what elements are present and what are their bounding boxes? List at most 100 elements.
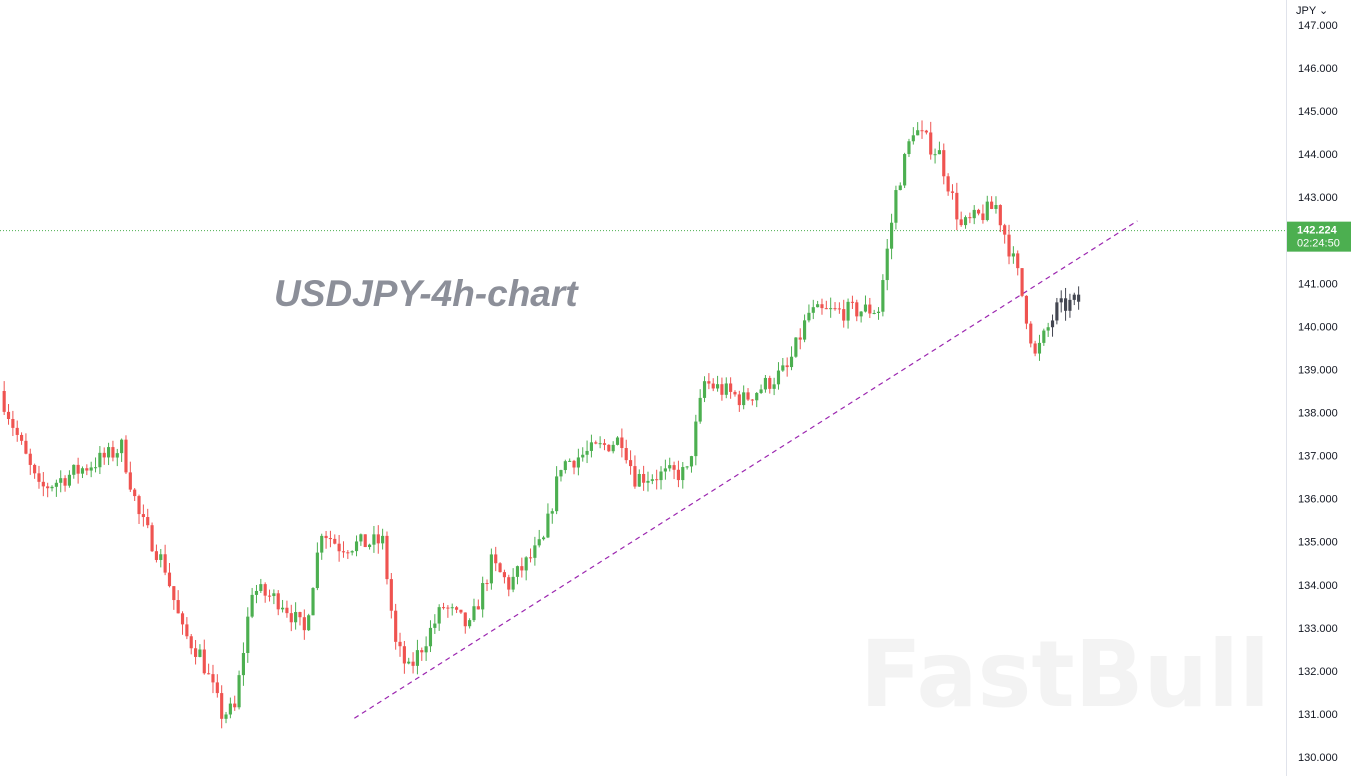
candle xyxy=(368,543,372,550)
y-tick-label: 139.000 xyxy=(1298,364,1338,376)
candle xyxy=(572,459,576,475)
candle xyxy=(76,457,80,484)
candle-body xyxy=(555,476,559,512)
candle-body xyxy=(498,563,502,573)
candle xyxy=(502,569,506,584)
candle xyxy=(372,525,376,553)
candle-body xyxy=(241,653,245,676)
candle-body xyxy=(411,661,415,666)
y-tick-label: 130.000 xyxy=(1298,752,1338,764)
candle-body xyxy=(968,217,972,219)
candle xyxy=(772,377,776,396)
candle-body xyxy=(267,595,272,597)
price-axis[interactable]: 147.000146.000145.000144.000143.000142.0… xyxy=(1286,0,1351,776)
candle xyxy=(842,299,846,328)
candle-body xyxy=(733,391,737,395)
candle-body xyxy=(476,606,480,610)
candle-body xyxy=(455,607,459,610)
candle xyxy=(107,442,111,466)
candle xyxy=(859,311,863,323)
candle-body xyxy=(85,468,89,471)
candle-body xyxy=(563,461,567,471)
candle xyxy=(863,295,868,313)
candle-body xyxy=(468,620,472,627)
candle xyxy=(689,455,694,473)
candle xyxy=(946,173,950,196)
candle-body xyxy=(124,439,128,473)
candle-body xyxy=(515,566,520,577)
candle xyxy=(559,469,563,482)
candle-body xyxy=(624,448,628,461)
y-tick-label: 146.000 xyxy=(1298,63,1338,75)
candle xyxy=(963,215,968,229)
y-tick-label: 133.000 xyxy=(1298,623,1338,635)
candle-body xyxy=(198,649,202,657)
candle-body xyxy=(1033,343,1037,354)
candle-body xyxy=(1029,323,1033,344)
candle xyxy=(711,378,715,392)
candle xyxy=(11,410,15,437)
candle xyxy=(611,441,615,454)
candle-body xyxy=(211,674,215,683)
candle-body xyxy=(837,308,841,310)
candle xyxy=(629,450,633,475)
candle xyxy=(759,384,763,395)
candle-body xyxy=(481,583,485,610)
candle xyxy=(402,640,406,674)
candle-body xyxy=(459,609,463,613)
candle-body xyxy=(707,381,711,384)
candle xyxy=(528,548,533,563)
candle xyxy=(176,590,180,614)
candle-body xyxy=(959,219,963,226)
candle xyxy=(59,470,63,493)
candle-body xyxy=(341,551,346,553)
candle xyxy=(341,541,346,558)
candle xyxy=(476,599,480,610)
candle-body xyxy=(750,399,754,401)
candle xyxy=(224,711,228,724)
y-tick-label: 137.000 xyxy=(1298,451,1338,463)
candle-body xyxy=(585,450,589,455)
candle-body xyxy=(985,201,989,221)
candle xyxy=(816,300,820,308)
candle-body xyxy=(150,525,154,552)
candle xyxy=(124,435,128,475)
candle xyxy=(676,460,680,488)
candle-body xyxy=(254,590,259,595)
currency-selector[interactable]: JPY ⌄ xyxy=(1296,4,1328,17)
candle-body xyxy=(720,384,724,395)
candle-body xyxy=(615,437,620,445)
candle xyxy=(98,446,102,475)
candle-body xyxy=(746,392,750,400)
candle-body xyxy=(1011,253,1015,257)
candle-body xyxy=(167,572,172,587)
candle xyxy=(324,530,328,549)
candle xyxy=(924,129,928,135)
candle-body xyxy=(646,480,650,483)
candle-body xyxy=(298,612,302,618)
candle xyxy=(1064,287,1068,321)
candle-body xyxy=(2,391,6,412)
candle xyxy=(702,376,707,403)
price-label-bg xyxy=(1287,221,1351,252)
candle xyxy=(398,632,402,657)
candle-body xyxy=(890,222,894,249)
candle xyxy=(354,535,359,557)
candle-body xyxy=(446,607,450,609)
candle-body xyxy=(72,464,76,475)
candle-body xyxy=(128,472,132,490)
candle-body xyxy=(872,312,876,314)
candle-body xyxy=(402,646,406,664)
candle-body xyxy=(224,714,228,719)
candle xyxy=(746,388,750,401)
candle xyxy=(254,584,259,604)
candle-body xyxy=(489,554,493,584)
candle-body xyxy=(602,443,607,445)
candle xyxy=(894,185,898,230)
candle xyxy=(67,470,71,488)
candle-body xyxy=(320,535,324,553)
candle-body xyxy=(568,460,572,462)
candle-body xyxy=(180,613,185,625)
candle-body xyxy=(133,489,137,497)
